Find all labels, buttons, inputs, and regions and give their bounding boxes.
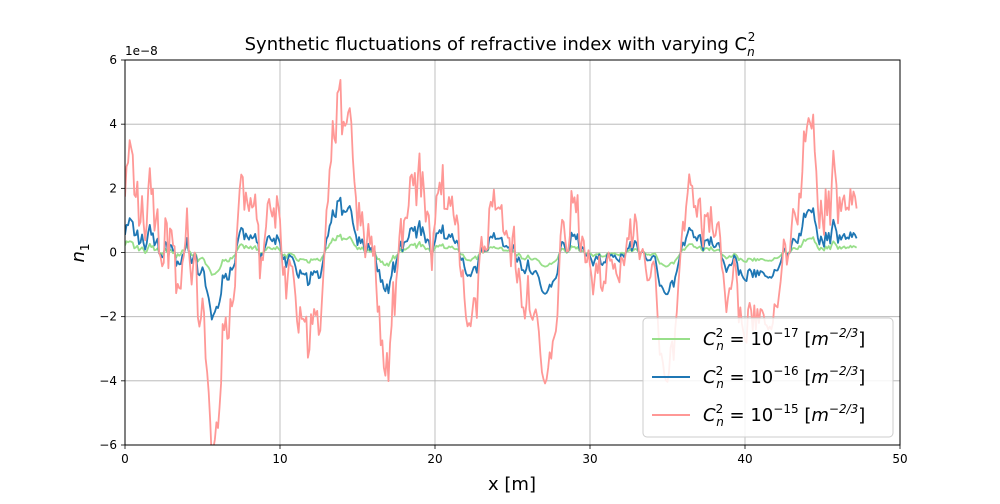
x-tick-label: 0 [121,452,129,466]
y-tick-label: −2 [99,310,117,324]
y-tick-label: −4 [99,374,117,388]
y-axis-label-subscript: 1 [78,243,92,251]
y-tick-label: 4 [109,117,117,131]
chart-title: Synthetic fluctuations of refractive ind… [245,30,756,59]
y-tick-label: −6 [99,438,117,452]
y-tick-label: 0 [109,246,117,260]
series-line-2 [125,78,858,445]
series-line-0 [125,233,858,276]
ticks: 0 10 20 30 40 50 −6 −4 −2 0 2 4 6 [99,53,907,466]
y-tick-label: 2 [109,181,117,195]
legend: C2 n = 10−17 [m−2/3] C2 n = 10−16 [m−2/3] C2… [642,317,894,438]
series-layer [125,78,858,445]
chart-title-superscript: 2 [748,30,756,44]
legend-label-1: C2 n = 10−16 [m−2/3] [703,364,865,391]
legend-label-0: C2 n = 10−17 [m−2/3] [703,326,865,353]
x-tick-label: 20 [427,452,442,466]
x-tick-label: 10 [272,452,287,466]
x-tick-label: 30 [582,452,597,466]
x-tick-label: 50 [892,452,907,466]
x-axis-label: x [m] [488,474,536,495]
y-tick-label: 6 [109,53,117,67]
series-line-1 [125,196,858,321]
y-axis-label: n1 [68,243,92,262]
x-tick-label: 40 [737,452,752,466]
offset-text: 1e−8 [125,44,158,58]
legend-box [642,317,894,438]
legend-label-2: C2 n = 10−15 [m−2/3] [703,402,865,429]
chart-title-subscript: n [747,45,755,59]
